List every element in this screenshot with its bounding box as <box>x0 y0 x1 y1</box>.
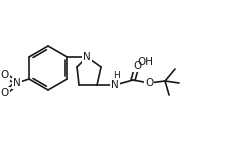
Text: N: N <box>111 80 119 90</box>
Text: N: N <box>13 78 21 88</box>
Text: H: H <box>113 70 120 79</box>
Text: O: O <box>1 70 9 80</box>
Text: O: O <box>145 78 153 88</box>
Text: O: O <box>1 88 9 98</box>
Text: N: N <box>83 52 91 62</box>
Text: OH: OH <box>137 57 153 67</box>
Text: O: O <box>133 61 141 71</box>
